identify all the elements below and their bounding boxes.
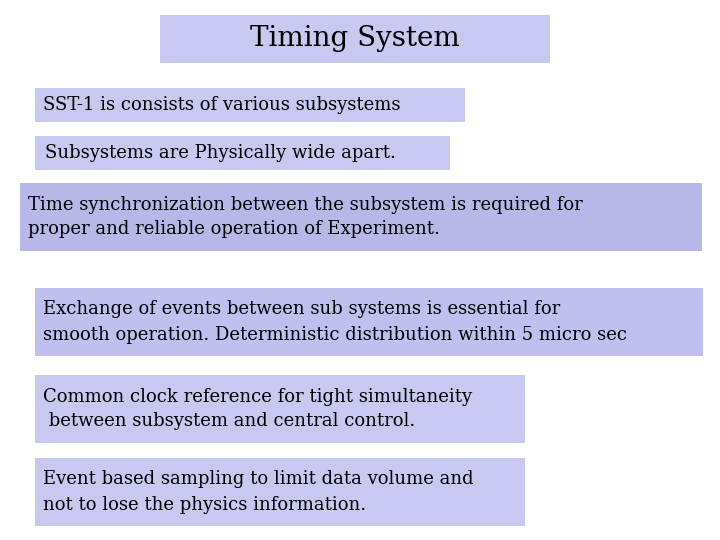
Text: Common clock reference for tight simultaneity
 between subsystem and central con: Common clock reference for tight simulta… (43, 388, 472, 430)
Text: SST-1 is consists of various subsystems: SST-1 is consists of various subsystems (43, 96, 400, 114)
FancyBboxPatch shape (35, 88, 465, 122)
FancyBboxPatch shape (160, 15, 550, 63)
Text: Timing System: Timing System (250, 25, 460, 52)
Text: Event based sampling to limit data volume and
not to lose the physics informatio: Event based sampling to limit data volum… (43, 470, 474, 514)
FancyBboxPatch shape (35, 288, 703, 356)
Text: Time synchronization between the subsystem is required for
proper and reliable o: Time synchronization between the subsyst… (28, 195, 582, 239)
Text: Exchange of events between sub systems is essential for
smooth operation. Determ: Exchange of events between sub systems i… (43, 300, 627, 343)
FancyBboxPatch shape (35, 458, 525, 526)
FancyBboxPatch shape (35, 136, 450, 170)
FancyBboxPatch shape (20, 183, 702, 251)
Text: Subsystems are Physically wide apart.: Subsystems are Physically wide apart. (45, 144, 396, 162)
FancyBboxPatch shape (35, 375, 525, 443)
